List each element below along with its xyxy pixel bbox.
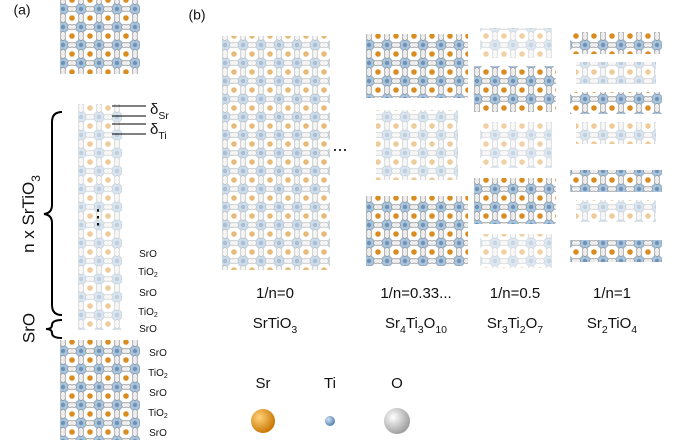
layer-label: TiO2 [138,267,158,280]
layer-label: TiO2 [148,408,168,421]
structure-block [480,234,552,268]
delta-ti-label: δTi [150,121,167,142]
layer-label: SrO [139,249,157,260]
layer-label: SrO [149,348,167,359]
delta-sr-label: δSr [150,101,169,122]
formula-label: SrTiO3 [253,315,298,336]
structure-block [222,36,330,270]
structure-block [60,340,140,440]
structure-block [570,32,662,54]
formula-label: Sr2TiO4 [587,315,637,336]
text-part: SrO [139,288,157,299]
structure-block [474,178,556,224]
text-part: Ti [406,315,418,332]
bracket [46,320,62,338]
layer-label: SrO [149,388,167,399]
text-part: TiO [138,307,154,318]
legend-label: Ti [324,375,336,392]
text-part: SrO [149,388,167,399]
text-part: n x SrTiO [19,182,38,253]
ratio-label: 1/n=1 [593,285,631,302]
subscript: 2 [164,413,168,420]
structure-block [60,0,140,74]
subscript: 3 [291,324,297,336]
bracket [44,112,62,315]
ellipsis: ⋮ [88,206,108,228]
text-part: TiO [138,267,154,278]
sro-label: SrO [19,313,38,343]
text-part: SrO [139,249,157,260]
subscript: Ti [158,130,166,142]
structure-block [366,196,468,266]
text-part: TiO [608,315,632,332]
ratio-label: 1/n=0.5 [490,285,540,302]
layer-label: TiO2 [148,368,168,381]
legend: Sr Ti O [251,375,410,434]
text-part: SrO [149,428,167,439]
text-part: Sr [487,315,502,332]
subscript: Sr [158,110,169,122]
ratio-label: 1/n=0.33... [380,285,451,302]
subscript: 10 [435,324,447,336]
structure-block [570,92,662,114]
text-part: δ [150,121,158,138]
text-part: SrO [149,348,167,359]
formula-label: Sr4Ti3O10 [385,315,447,336]
structure-block [480,28,552,58]
subscript: 2 [154,312,158,319]
text-part: O [526,315,538,332]
text-part: Ti [508,315,520,332]
structure-block [570,170,662,192]
subscript: 3 [29,175,43,182]
formula-label: Sr3Ti2O7 [487,315,543,336]
text-part: Sr [385,315,400,332]
ellipsis: ... [332,135,347,155]
panel-label: (a) [13,2,30,18]
legend-atom [384,408,410,434]
structure-block [576,62,656,84]
structure-block [570,240,662,262]
layer-label: TiO2 [138,307,158,320]
structure-block [576,200,656,222]
structure-block [576,122,656,144]
captions: 1/n=0SrTiO31/n=0.33...Sr4Ti3O101/n=0.5Sr… [253,285,638,336]
legend-atom [325,416,335,426]
structure-block [366,34,468,98]
legend-atom [251,409,275,433]
structure-block [474,66,556,112]
subscript: 7 [537,324,543,336]
figure: (a) δSr δTi n x SrTiO3 SrO ⋮ SrOTiO2SrOT… [0,0,684,443]
layer-label: SrO [139,288,157,299]
text-part: O [424,315,436,332]
legend-label: O [391,375,403,392]
text-part: TiO [148,408,164,419]
legend-label: Sr [256,375,271,392]
text-part: Sr [587,315,602,332]
subscript: 2 [154,272,158,279]
panel-label: (b) [188,7,205,23]
layer-label: SrO [139,324,157,335]
subscript: 2 [164,373,168,380]
text-part: δ [150,101,158,118]
structure-block [376,110,458,180]
text-part: SrTiO [253,315,292,332]
n-label: n x SrTiO3 [19,175,43,253]
text-part: TiO [148,368,164,379]
text-part: SrO [139,324,157,335]
layer-label: SrO [149,428,167,439]
ratio-label: 1/n=0 [256,285,294,302]
structure-block [480,122,552,168]
subscript: 4 [631,324,637,336]
